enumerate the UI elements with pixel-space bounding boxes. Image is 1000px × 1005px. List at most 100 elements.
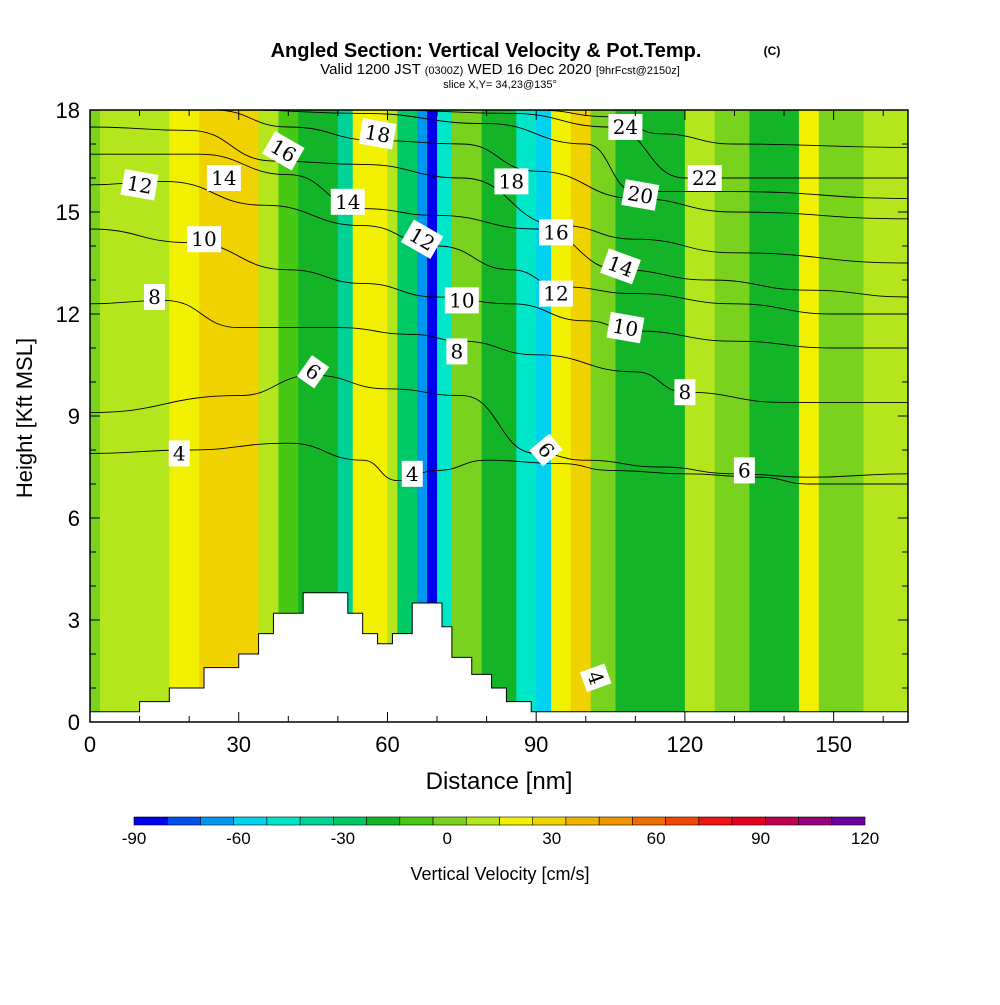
colorbar-swatch [698, 816, 733, 826]
theta-contour-line [536, 110, 908, 148]
colorbar-tick-label: 60 [647, 829, 666, 848]
contour-label-box [143, 284, 165, 310]
contour-label-box [674, 379, 696, 406]
contour-label-box [330, 188, 365, 215]
contour-label-box [608, 114, 643, 140]
contour-label-text: 20 [626, 181, 655, 209]
velocity-column [536, 110, 552, 722]
colorbar-swatch [798, 816, 833, 826]
velocity-column [684, 110, 716, 722]
contour-label-box [539, 219, 574, 246]
x-tick-label: 60 [375, 732, 399, 757]
velocity-column [451, 110, 483, 722]
contour-label-box [539, 280, 574, 307]
velocity-column [427, 110, 438, 722]
colorbar-swatch [266, 816, 301, 826]
y-tick-label: 18 [56, 98, 80, 123]
contour-label: 14 [600, 248, 641, 285]
colorbar-swatch [233, 816, 268, 826]
colorbar-swatch [665, 816, 700, 826]
contour-label: 10 [606, 311, 645, 344]
contour-label-text: 10 [449, 288, 474, 312]
colorbar-swatch [565, 816, 600, 826]
colorbar-tick-label: 90 [751, 829, 770, 848]
contour-label-text: 18 [499, 169, 524, 193]
contour-label-text: 22 [692, 166, 717, 190]
x-axis-ticks: 0 30 60 90 120 150 [84, 110, 884, 757]
contour-label: 20 [621, 179, 660, 211]
contour-label-text: 8 [450, 339, 463, 363]
contour-label: 12 [120, 169, 159, 201]
contour-label: 22 [687, 165, 722, 191]
contour-label-text: 14 [211, 166, 236, 190]
contour-label-box [187, 226, 222, 253]
theta-contour-line [90, 442, 908, 485]
y-tick-label: 6 [68, 506, 80, 531]
contour-label-text: 4 [173, 441, 186, 465]
colorbar-swatch [632, 816, 666, 826]
theta-contour-line [90, 153, 908, 298]
y-axis-ticks: 0 3 6 9 12 15 18 [56, 98, 908, 735]
contour-label: 10 [187, 226, 222, 253]
contour-label-text: 4 [406, 462, 419, 486]
contour-label-box [600, 248, 641, 285]
contour-label-box [120, 169, 159, 201]
colorbar-swatch [399, 816, 434, 826]
contour-label-box [621, 179, 660, 211]
contour-label-text: 14 [335, 190, 360, 214]
contour-label: 10 [444, 287, 479, 314]
contour-label-box [606, 311, 645, 344]
contour-label-text: 10 [611, 314, 640, 342]
velocity-column [590, 110, 617, 722]
contour-label-box [358, 118, 397, 150]
theta-contour-line [90, 126, 908, 264]
velocity-column [417, 110, 428, 722]
valid-date: WED 16 Dec 2020 [467, 61, 591, 78]
contour-label: 4 [401, 460, 423, 487]
x-tick-label: 30 [226, 732, 250, 757]
contour-label-text: 8 [148, 285, 161, 309]
velocity-column [551, 110, 572, 722]
y-tick-label: 0 [68, 710, 80, 735]
contour-label: 14 [330, 188, 365, 215]
colorbar-swatch [432, 816, 467, 826]
colorbar-label: Vertical Velocity [cm/s] [410, 864, 589, 884]
contour-label-box [400, 219, 444, 259]
contour-label-text: 24 [613, 115, 638, 139]
colorbar-ticks: -90 -60 -30 0 30 60 90 120 [122, 829, 879, 848]
colorbar [133, 816, 866, 826]
valid-line: Valid 1200 JST (0300Z) WED 16 Dec 2020 [… [320, 61, 680, 78]
velocity-column [481, 110, 517, 722]
contour-label: 8 [674, 379, 696, 406]
colorbar-swatch [499, 816, 534, 826]
contour-label-box [168, 440, 190, 467]
contour-label: 24 [608, 114, 643, 140]
theta-contour-line [90, 299, 908, 403]
velocity-column [337, 110, 354, 722]
contour-label: 12 [539, 280, 574, 307]
colorbar-swatch [465, 816, 500, 826]
y-tick-label: 9 [68, 404, 80, 429]
velocity-column [798, 110, 820, 722]
contour-label-box [401, 460, 423, 487]
colorbar-tick-label: 120 [851, 829, 879, 848]
contour-label: 8 [143, 284, 165, 310]
x-tick-label: 120 [667, 732, 704, 757]
contour-label-box [446, 338, 468, 365]
colorbar-tick-label: 0 [443, 829, 452, 848]
velocity-column [278, 110, 299, 722]
colorbar-swatch [532, 816, 567, 826]
contour-label: 18 [358, 118, 397, 150]
contour-label: 16 [539, 219, 574, 246]
colorbar-swatch [731, 816, 766, 826]
contour-label-box [494, 168, 529, 195]
colorbar-tick-label: -30 [331, 829, 356, 848]
contour-label-box [206, 165, 241, 191]
contour-label-text: 12 [125, 171, 154, 199]
theta-contour-line [238, 110, 908, 199]
velocity-column [387, 110, 398, 722]
contour-label-box [444, 287, 479, 314]
colorbar-swatch [598, 816, 633, 826]
colorbar-swatch [366, 816, 401, 826]
